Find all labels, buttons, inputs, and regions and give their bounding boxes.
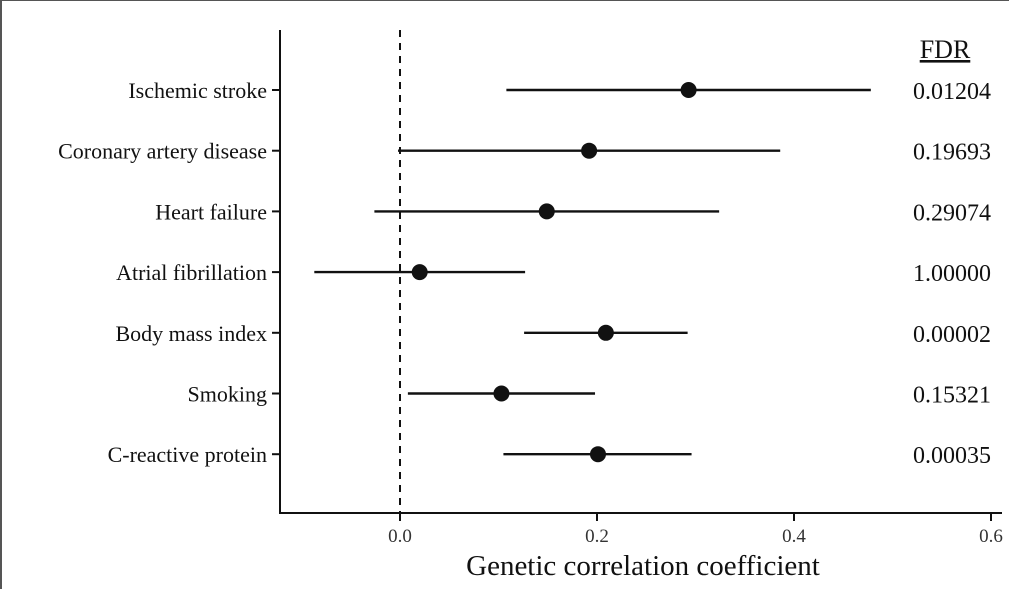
x-ticks-layer: 0.0 0.2 0.4 0.6	[388, 513, 1003, 547]
x-axis-label: Genetic correlation coefficient	[466, 550, 820, 582]
row-label: Heart failure	[155, 199, 267, 224]
forest-row: C-reactive protein 0.00035	[108, 442, 991, 469]
forest-row: Coronary artery disease 0.19693	[58, 139, 991, 166]
x-tick-label: 0.2	[585, 526, 609, 547]
row-label: C-reactive protein	[108, 442, 267, 467]
row-label: Smoking	[188, 382, 267, 407]
fdr-value: 0.29074	[913, 200, 991, 226]
forest-row: Smoking 0.15321	[188, 382, 991, 409]
row-label: Coronary artery disease	[58, 139, 267, 164]
fdr-value: 0.19693	[913, 140, 991, 166]
point-estimate	[597, 324, 614, 341]
fdr-value: 0.00002	[913, 322, 991, 348]
forest-row: Heart failure 0.29074	[155, 199, 991, 226]
point-estimate	[411, 264, 428, 281]
point-estimate	[493, 385, 510, 402]
fdr-header: FDR	[920, 35, 971, 64]
row-label: Atrial fibrillation	[116, 260, 267, 285]
x-tick-label: 0.4	[782, 526, 806, 547]
point-estimate	[581, 142, 598, 159]
point-estimate	[538, 203, 555, 220]
point-estimate	[680, 82, 697, 98]
fdr-value: 1.00000	[913, 261, 991, 287]
x-tick-label: 0.6	[979, 526, 1003, 547]
row-label: Ischemic stroke	[128, 78, 267, 103]
rows-layer: Ischemic stroke 0.01204 Coronary artery di…	[58, 78, 991, 469]
forest-row: Atrial fibrillation 1.00000	[116, 260, 991, 287]
forest-row: Ischemic stroke 0.01204	[128, 78, 991, 105]
forest-row: Body mass index 0.00002	[115, 321, 991, 348]
fdr-value: 0.15321	[913, 383, 991, 409]
row-label: Body mass index	[115, 321, 267, 346]
fdr-value: 0.00035	[913, 443, 991, 469]
x-tick-label: 0.0	[388, 526, 412, 547]
point-estimate	[589, 446, 606, 463]
fdr-value: 0.01204	[913, 79, 991, 105]
